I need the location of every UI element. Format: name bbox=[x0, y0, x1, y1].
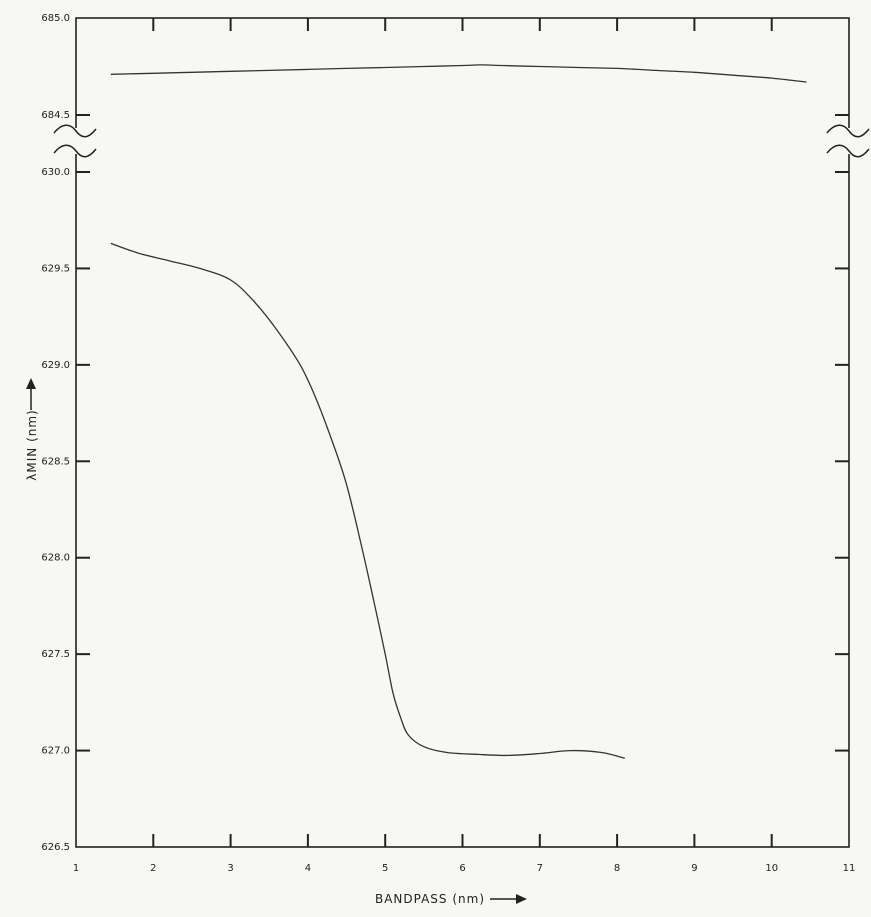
y-tick-label-628.0: 628.0 bbox=[41, 553, 70, 564]
x-tick-label-6: 6 bbox=[459, 863, 465, 874]
x-tick-label-7: 7 bbox=[537, 863, 543, 874]
y-tick-label-627.5: 627.5 bbox=[41, 649, 70, 660]
axis-break-marks bbox=[53, 124, 870, 158]
series-line-upper bbox=[110, 64, 807, 83]
x-tick-label-2: 2 bbox=[150, 863, 156, 874]
break-wave-right-1 bbox=[826, 124, 870, 138]
x-tick-label-5: 5 bbox=[382, 863, 388, 874]
break-wave-right-2 bbox=[826, 144, 870, 158]
y-tick-label-629.5: 629.5 bbox=[41, 263, 70, 274]
y-tick-label-629.0: 629.0 bbox=[41, 360, 70, 371]
x-tick-label-10: 10 bbox=[765, 863, 778, 874]
x-axis-label: BANDPASS (nm) bbox=[375, 892, 485, 906]
series-line-lower bbox=[110, 242, 625, 759]
y-axis-arrowhead bbox=[26, 378, 36, 389]
x-tick-label-3: 3 bbox=[227, 863, 233, 874]
y-tick-label-626.5: 626.5 bbox=[41, 842, 70, 853]
y-tick-label-684.5: 684.5 bbox=[41, 110, 70, 121]
break-wave-left-2 bbox=[53, 144, 97, 158]
y-axis-label: λMIN (nm) bbox=[25, 409, 39, 480]
x-tick-label-11: 11 bbox=[843, 863, 856, 874]
x-tick-label-9: 9 bbox=[691, 863, 697, 874]
y-tick-label-628.5: 628.5 bbox=[41, 456, 70, 467]
y-tick-label-627.0: 627.0 bbox=[41, 746, 70, 757]
axis-gap-left bbox=[73, 128, 79, 154]
labels-layer: 1 2 3 4 5 6 7 8 9 10 11 684.5 685.0 626.5 627.0 627.5 62… bbox=[41, 13, 855, 874]
y-tick-label-630.0: 630.0 bbox=[41, 167, 70, 178]
y-tick-label-685.0: 685.0 bbox=[41, 13, 70, 24]
break-wave-left-1 bbox=[53, 124, 97, 138]
x-axis-arrowhead bbox=[516, 894, 527, 904]
x-tick-label-4: 4 bbox=[305, 863, 311, 874]
plot-frame bbox=[75, 17, 850, 848]
ticks-layer bbox=[76, 18, 849, 847]
x-tick-label-8: 8 bbox=[614, 863, 620, 874]
series-layer bbox=[110, 64, 807, 759]
x-tick-label-1: 1 bbox=[73, 863, 79, 874]
axis-gap-right bbox=[846, 128, 852, 154]
